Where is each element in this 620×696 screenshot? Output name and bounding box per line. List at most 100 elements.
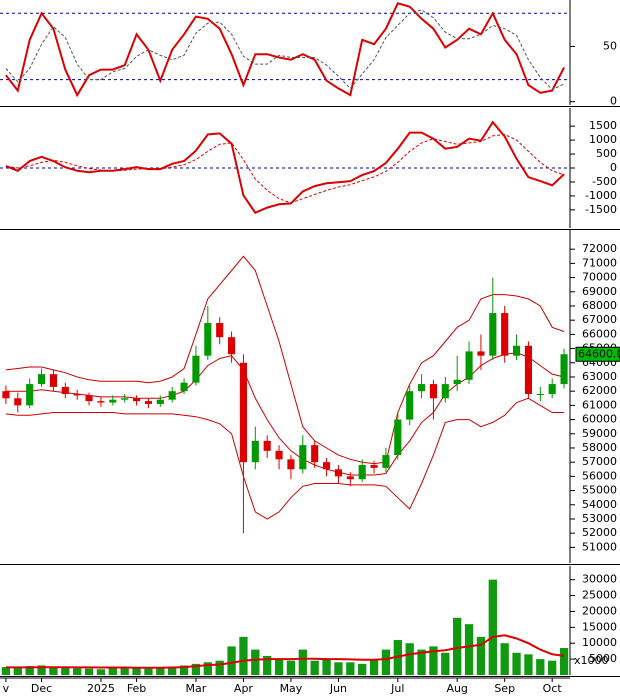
indicator-line <box>5 9 565 91</box>
y-tick-label: 5000 <box>589 652 617 665</box>
indicator-line <box>5 255 565 465</box>
volume-bar <box>132 668 141 675</box>
x-tick-label: Jul <box>390 682 404 695</box>
volume-bar <box>263 655 272 675</box>
candle-body <box>429 384 437 399</box>
volume-bar <box>559 647 569 675</box>
volume-bar <box>476 636 486 675</box>
y-tick-label: 1500 <box>589 119 617 132</box>
volume-bar <box>512 652 521 675</box>
y-tick-label: 56000 <box>582 469 617 482</box>
volume-bar <box>429 646 438 675</box>
candle-body <box>358 465 366 480</box>
candle-body <box>370 465 378 468</box>
y-tick-label: -1500 <box>585 203 617 216</box>
candle-body <box>239 362 247 463</box>
x-tick-label: Apr <box>234 682 254 695</box>
y-tick-label: 10000 <box>582 636 617 649</box>
volume-bar <box>215 660 224 675</box>
volume-bar <box>334 662 343 675</box>
volume-bar <box>274 659 284 675</box>
y-tick-label: 66000 <box>582 327 617 340</box>
volume-bar <box>13 668 22 675</box>
candle-body <box>299 445 307 470</box>
candle-body <box>524 345 532 395</box>
candle-body <box>251 440 259 463</box>
volume-bar <box>298 649 307 675</box>
volume-bar <box>96 669 106 675</box>
y-tick-label: 63000 <box>582 370 617 383</box>
volume-bar <box>49 667 58 675</box>
y-tick-label: 0 <box>610 161 617 174</box>
volume-bar <box>37 665 46 675</box>
indicator-line <box>5 120 565 214</box>
candle-body <box>287 459 295 470</box>
volume-bar <box>500 643 509 675</box>
candle-body <box>501 313 509 356</box>
x-tick-label: May <box>280 682 303 695</box>
candle-body <box>133 398 141 402</box>
y-tick-label: 61000 <box>582 398 617 411</box>
candle-body <box>109 399 117 403</box>
y-tick-label: 51000 <box>582 540 617 553</box>
candle-body <box>311 445 319 463</box>
y-tick-label: 20000 <box>582 604 617 617</box>
volume-bar <box>346 662 355 675</box>
candle-body <box>121 398 129 400</box>
y-tick-label: 1000 <box>589 133 617 146</box>
volume-bar <box>120 667 129 675</box>
volume-bar <box>405 643 414 675</box>
candle-body <box>97 401 105 403</box>
candle-body <box>453 379 461 385</box>
y-tick-label: -500 <box>592 175 617 188</box>
y-tick-label: 57000 <box>582 455 617 468</box>
y-tick-label: -1000 <box>585 189 617 202</box>
x-tick-label: Oct <box>543 682 563 695</box>
volume-bar <box>61 667 70 675</box>
volume-bar <box>108 668 117 675</box>
volume-bar <box>203 662 212 675</box>
indicator-line <box>5 397 565 520</box>
y-tick-label: 72000 <box>582 242 617 255</box>
candle-body <box>489 313 497 356</box>
volume-bar <box>156 667 165 675</box>
candle-body <box>144 401 152 404</box>
candle-body <box>61 386 69 395</box>
volume-bar <box>251 649 260 675</box>
volume-bar <box>25 666 34 675</box>
candle-body <box>548 384 556 395</box>
candle-body <box>73 394 81 396</box>
volume-bar <box>453 617 462 675</box>
y-tick-label: 53000 <box>582 512 617 525</box>
x-tick-label: Sep <box>494 682 515 695</box>
candle-body <box>85 395 93 402</box>
candle-body <box>465 351 473 380</box>
volume-bar <box>488 579 497 675</box>
y-tick-label: 62000 <box>582 384 617 397</box>
candle-body <box>477 351 485 356</box>
volume-bar <box>310 660 319 675</box>
candle-body <box>536 394 544 396</box>
y-tick-label: 69000 <box>582 285 617 298</box>
candle-body <box>418 384 426 392</box>
x-tick-label: Dec <box>31 682 52 695</box>
candle-body <box>560 354 568 385</box>
candle-body <box>406 391 414 420</box>
x-tick-label: v <box>3 682 10 695</box>
candle-body <box>346 476 354 480</box>
volume-bar <box>464 624 474 675</box>
volume-bar <box>286 660 296 675</box>
candle-body <box>26 384 34 406</box>
candle-body <box>168 391 176 400</box>
candle-body <box>228 337 236 355</box>
volume-bar <box>168 666 177 675</box>
volume-bar <box>144 668 153 675</box>
candle-body <box>275 450 283 460</box>
y-tick-label: 71000 <box>582 256 617 269</box>
candle-body <box>38 374 46 385</box>
y-tick-label: 54000 <box>582 498 617 511</box>
candle-body <box>49 374 57 387</box>
candle-body <box>192 355 200 383</box>
candle-body <box>14 398 22 406</box>
candle-body <box>513 345 521 356</box>
